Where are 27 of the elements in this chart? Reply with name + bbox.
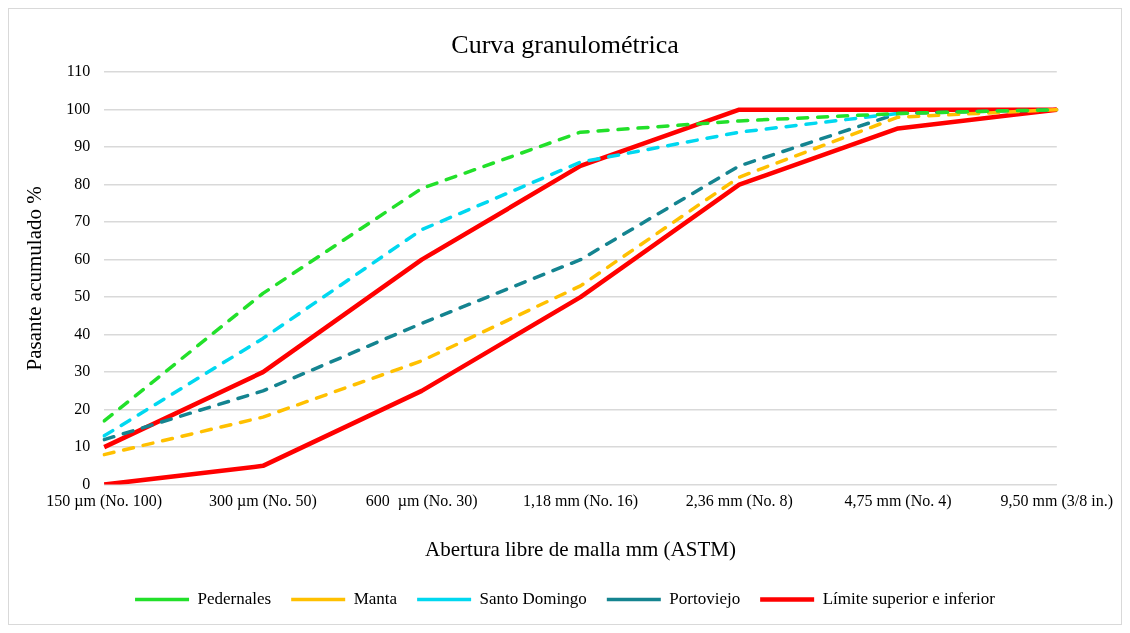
legend-label: Pedernales [197,588,272,608]
x-tick-label: 600 µm (No. 30) [365,492,478,511]
x-tick-label: 9,50 mm (3/8 in.) [1000,492,1113,511]
legend-label: Santo Domingo [479,588,587,608]
x-tick-label: 4,75 mm (No. 4) [844,492,952,511]
x-tick-label: 2,36 mm (No. 8) [685,492,793,511]
y-tick-label: 70 [74,212,91,230]
y-tick-label: 0 [82,474,91,492]
y-tick-label: 10 [74,437,91,455]
y-tick-label: 30 [74,362,91,380]
y-tick-label: 100 [66,99,91,117]
y-tick-label: 90 [74,137,91,155]
chart-title: Curva granulométrica [451,30,680,60]
y-tick-label: 60 [74,249,91,267]
x-axis-title: Abertura libre de malla mm (ASTM) [425,536,736,561]
y-tick-label: 40 [74,324,91,342]
y-tick-label: 20 [74,399,91,417]
y-tick-label: 80 [74,174,91,192]
x-tick-label: 300 µm (No. 50) [209,492,317,511]
legend-label: Manta [353,588,398,608]
y-tick-label: 50 [74,287,91,305]
legend-label: Límite superior e inferior [822,588,996,608]
x-tick-label: 1,18 mm (No. 16) [522,492,639,511]
x-tick-label: 150 µm (No. 100) [46,492,163,511]
y-tick-label: 110 [66,62,91,80]
legend-label: Portoviejo [669,588,741,608]
y-axis-title: Pasante acumulado % [22,186,47,371]
